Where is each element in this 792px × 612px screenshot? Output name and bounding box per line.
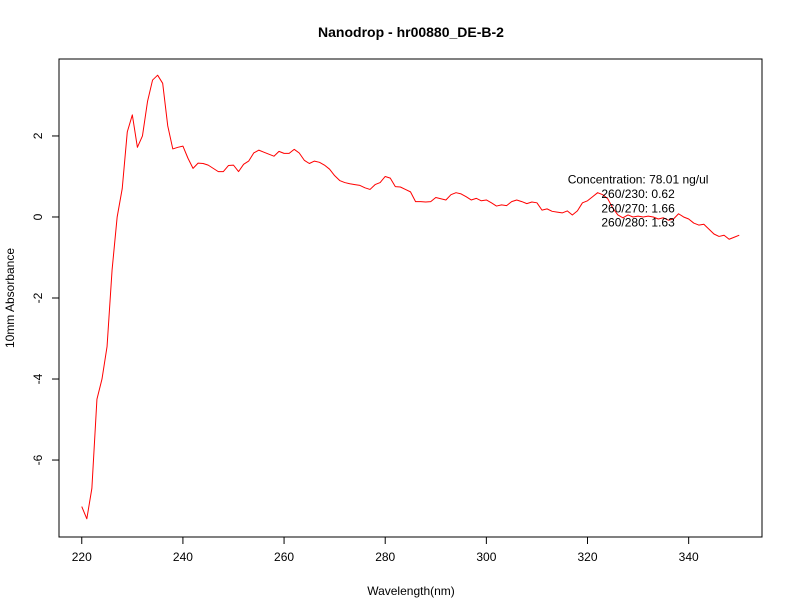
annotation-line: 260/280: 1.63 <box>601 216 675 230</box>
y-axis-label: 10mm Absorbance <box>3 248 17 348</box>
chart-title: Nanodrop - hr00880_DE-B-2 <box>318 24 504 40</box>
x-tick-label: 280 <box>375 550 395 564</box>
y-tick-label: 2 <box>31 132 45 139</box>
x-tick-label: 240 <box>173 550 193 564</box>
series-layer <box>81 74 740 520</box>
x-axis: 220 240 260 280 300 320 340 <box>72 537 699 564</box>
x-tick-label: 220 <box>72 550 92 564</box>
y-tick-label: -2 <box>31 292 45 303</box>
y-tick-label: -4 <box>31 373 45 384</box>
annotation-line: Concentration: 78.01 ng/ul <box>568 173 709 187</box>
x-tick-label: 260 <box>274 550 294 564</box>
x-axis-label: Wavelength(nm) <box>367 584 455 598</box>
plot-frame <box>58 58 763 538</box>
y-axis: -6 -4 -2 0 2 <box>31 132 59 465</box>
annotation-line: 260/270: 1.66 <box>601 201 675 215</box>
x-tick-label: 300 <box>476 550 496 564</box>
x-tick-label: 340 <box>679 550 699 564</box>
absorbance-series-line <box>81 74 740 520</box>
y-tick-label: 0 <box>31 213 45 220</box>
x-tick-label: 320 <box>577 550 597 564</box>
y-tick-label: -6 <box>31 454 45 465</box>
annotation-line: 260/230: 0.62 <box>601 187 675 201</box>
